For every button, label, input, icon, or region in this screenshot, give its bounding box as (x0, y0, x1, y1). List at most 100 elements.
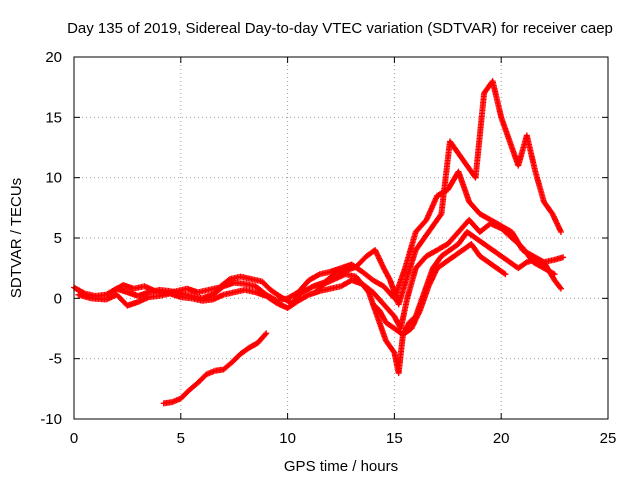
data-point-cluster (467, 217, 482, 234)
data-point-cluster (409, 308, 423, 331)
data-point-cluster (396, 275, 410, 306)
y-tick-label: -5 (49, 351, 62, 368)
data-point-cluster (413, 217, 429, 234)
data-point-cluster (482, 241, 495, 253)
y-tick-label: 0 (54, 290, 62, 307)
data-point-cluster (445, 230, 461, 246)
data-point-cluster (285, 290, 300, 301)
data-point-cluster (422, 224, 435, 240)
data-point-cluster (443, 253, 456, 265)
data-point-cluster (298, 283, 315, 296)
data-point-cluster (360, 269, 375, 283)
data-point-cluster (439, 247, 452, 259)
data-point (558, 228, 565, 235)
data-point-cluster (371, 277, 386, 289)
data-point-cluster (395, 333, 406, 375)
data-point-cluster (498, 115, 513, 144)
data-point-cluster (289, 291, 303, 306)
chart-title: Day 135 of 2019, Sidereal Day-to-day VTE… (67, 20, 613, 37)
data-point-cluster (381, 266, 393, 282)
data-point-cluster (472, 91, 487, 180)
y-tick-label: -10 (40, 411, 62, 428)
data-point-cluster (499, 226, 514, 240)
data-point-cluster (524, 133, 539, 174)
data-point-cluster (178, 388, 192, 401)
data-point-cluster (541, 260, 557, 282)
data-point-cluster (384, 320, 397, 331)
x-tick-label: 15 (386, 430, 403, 447)
x-tick-labels: 0 5 10 15 20 25 (70, 430, 617, 447)
data-point-cluster (413, 236, 427, 252)
y-tick-label: 20 (45, 49, 62, 66)
data-point-cluster (550, 212, 564, 234)
data-point-cluster (552, 278, 564, 291)
grid-lines (74, 57, 608, 419)
data-point-cluster (424, 194, 440, 222)
data-point-cluster (238, 345, 251, 356)
data-point-cluster (313, 281, 326, 295)
data-point-cluster (490, 79, 504, 119)
data-point-cluster (430, 212, 444, 228)
data-point-cluster (435, 241, 450, 253)
data-point-cluster (353, 274, 371, 295)
data-point (560, 254, 567, 261)
data-point-cluster (268, 287, 281, 299)
data-point-cluster (255, 331, 269, 345)
y-axis-label: SDTVAR / TECUs (8, 178, 25, 298)
data-point-cluster (532, 170, 547, 204)
data-point-cluster (371, 302, 382, 313)
data-point-cluster (296, 292, 311, 303)
data-point-cluster (467, 199, 482, 216)
data-point-cluster (465, 229, 478, 241)
data-point-cluster (541, 200, 555, 216)
data-point-cluster (455, 170, 472, 204)
data-point-cluster (187, 380, 200, 393)
data-point-cluster (456, 151, 470, 168)
data-point-cluster (417, 284, 432, 312)
data-point-cluster (401, 326, 414, 337)
data-point-cluster (404, 248, 419, 279)
data-point-cluster (217, 276, 232, 290)
x-tick-label: 0 (70, 430, 78, 447)
data-point (502, 271, 509, 278)
data-point-cluster (424, 247, 439, 259)
data-point-cluster (398, 296, 410, 330)
data-point-cluster (473, 235, 486, 247)
data-point-cluster (371, 290, 386, 307)
data-point-cluster (381, 284, 397, 301)
data-point-cluster (447, 139, 461, 156)
data-point-cluster (402, 230, 419, 270)
data-point-cluster (426, 266, 440, 288)
x-tick-label: 20 (493, 430, 510, 447)
data-point-cluster (516, 259, 529, 271)
data-point-cluster (486, 259, 499, 271)
data-point-cluster (383, 338, 397, 355)
data-point-cluster (247, 340, 260, 351)
data-point-cluster (413, 254, 429, 271)
x-tick-label: 10 (279, 430, 296, 447)
data-point-cluster (307, 271, 322, 283)
data-point-cluster (456, 217, 472, 234)
data-point-cluster (72, 285, 87, 296)
data-point-cluster (495, 266, 508, 277)
data-point-cluster (452, 247, 465, 259)
data-point-cluster (430, 254, 444, 270)
data-point-cluster (195, 372, 209, 385)
data-point-cluster (354, 254, 369, 269)
data-point-cluster (221, 360, 234, 372)
data-point (263, 330, 270, 337)
plot-frame (73, 56, 609, 420)
data-point-cluster (374, 314, 389, 343)
series-track-c (109, 78, 565, 308)
data-point-cluster (404, 266, 419, 300)
data-point (558, 285, 565, 292)
data-points (71, 78, 567, 407)
data-point-cluster (377, 308, 389, 325)
data-point-cluster (435, 259, 448, 271)
data-point-cluster (478, 253, 491, 265)
data-point-cluster (469, 242, 482, 258)
data-point-cluster (490, 247, 503, 259)
x-tick-label: 25 (600, 430, 617, 447)
y-tick-label: 5 (54, 230, 62, 247)
data-point-cluster (296, 278, 311, 295)
